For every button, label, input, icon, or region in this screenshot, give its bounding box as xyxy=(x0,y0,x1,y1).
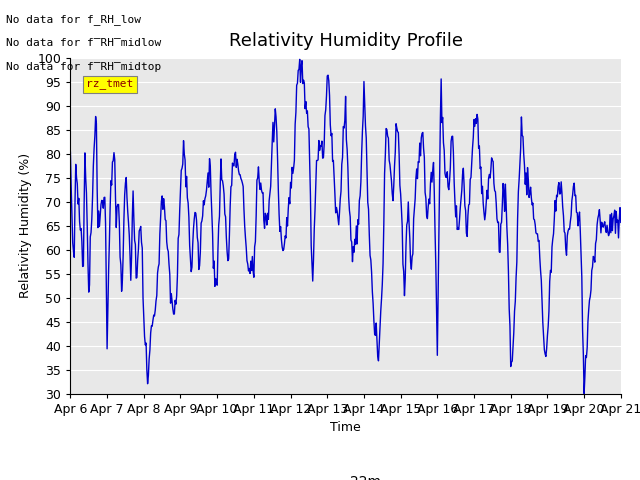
Text: No data for f̅RH̅midtop: No data for f̅RH̅midtop xyxy=(6,62,162,72)
X-axis label: Time: Time xyxy=(330,421,361,434)
Y-axis label: Relativity Humidity (%): Relativity Humidity (%) xyxy=(19,153,32,298)
Legend: 22m: 22m xyxy=(305,469,386,480)
Title: Relativity Humidity Profile: Relativity Humidity Profile xyxy=(228,33,463,50)
Text: rz_tmet: rz_tmet xyxy=(86,79,134,90)
Text: No data for f̅RH̅midlow: No data for f̅RH̅midlow xyxy=(6,38,162,48)
Text: No data for f_RH_low: No data for f_RH_low xyxy=(6,14,141,25)
